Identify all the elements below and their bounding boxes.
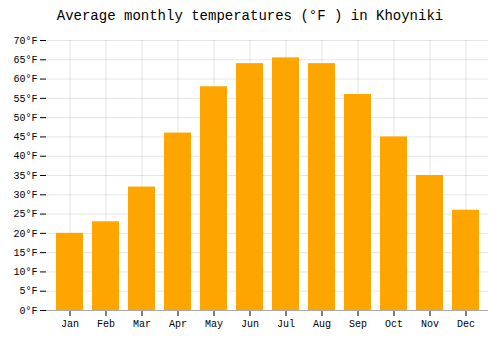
svg-text:65°F: 65°F [13, 55, 37, 66]
svg-text:5°F: 5°F [19, 286, 37, 297]
svg-text:45°F: 45°F [13, 132, 37, 143]
svg-text:Jan: Jan [61, 319, 79, 330]
svg-text:Jul: Jul [277, 319, 295, 330]
svg-text:50°F: 50°F [13, 113, 37, 124]
svg-text:Mar: Mar [133, 319, 151, 330]
svg-text:Apr: Apr [169, 319, 187, 330]
svg-text:55°F: 55°F [13, 94, 37, 105]
svg-text:0°F: 0°F [19, 306, 37, 317]
svg-text:Oct: Oct [385, 319, 403, 330]
svg-text:Sep: Sep [349, 319, 367, 330]
svg-text:40°F: 40°F [13, 151, 37, 162]
svg-text:25°F: 25°F [13, 209, 37, 220]
svg-text:30°F: 30°F [13, 190, 37, 201]
svg-text:Feb: Feb [97, 319, 115, 330]
svg-text:Jun: Jun [241, 319, 259, 330]
svg-text:May: May [205, 319, 223, 330]
svg-text:10°F: 10°F [13, 267, 37, 278]
svg-text:70°F: 70°F [13, 36, 37, 47]
svg-text:20°F: 20°F [13, 229, 37, 240]
svg-text:60°F: 60°F [13, 74, 37, 85]
svg-text:35°F: 35°F [13, 171, 37, 182]
html-text:Average monthly temperatures (: Average monthly temperatures (°F ) in Kh… [56, 8, 444, 24]
svg-text:15°F: 15°F [13, 248, 37, 259]
svg-text:Aug: Aug [313, 319, 331, 330]
svg-text:Dec: Dec [457, 319, 475, 330]
svg-text:Nov: Nov [421, 319, 439, 330]
